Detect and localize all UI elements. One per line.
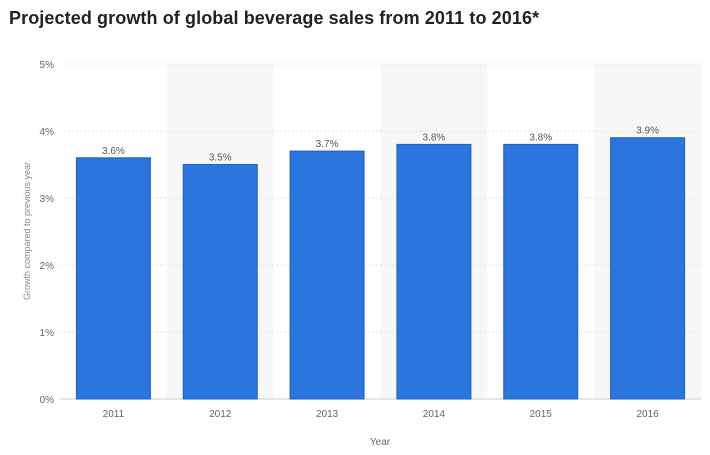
y-tick-label: 3%: [40, 194, 55, 205]
x-tick-label-2014: 2014: [423, 409, 446, 420]
bar-2012[interactable]: [182, 164, 258, 400]
bar-2016[interactable]: [610, 137, 686, 400]
value-label-2016: 3.9%: [636, 126, 659, 137]
chart-title: Projected growth of global beverage sale…: [9, 8, 540, 28]
value-label-2014: 3.8%: [423, 132, 446, 143]
value-labels: 3.6% 3.5% 3.7% 3.8% 3.8% 3.9%: [102, 126, 659, 164]
x-tick-label-2015: 2015: [530, 409, 553, 420]
bar-2015[interactable]: [503, 143, 579, 400]
bar-2011[interactable]: [75, 157, 151, 400]
x-axis-label: Year: [370, 437, 391, 448]
x-tick-label-2016: 2016: [636, 409, 659, 420]
x-tick-label-2012: 2012: [209, 409, 232, 420]
y-tick-labels: 0% 1% 2% 3% 4% 5%: [40, 60, 55, 406]
y-tick-label: 1%: [40, 328, 55, 339]
y-tick-label: 4%: [40, 127, 55, 138]
bars: [75, 137, 686, 400]
y-axis-label: Growth compared to previous year: [22, 162, 32, 300]
y-tick-label: 5%: [40, 60, 55, 71]
gridlines: [60, 63, 701, 400]
bar-2013[interactable]: [289, 150, 365, 400]
y-tick-label: 0%: [40, 395, 55, 406]
x-tick-labels: 2011 2012 2013 2014 2015 2016: [103, 409, 659, 420]
y-tick-label: 2%: [40, 261, 55, 272]
value-label-2015: 3.8%: [529, 132, 552, 143]
value-label-2012: 3.5%: [209, 153, 232, 164]
x-tick-label-2011: 2011: [103, 409, 125, 420]
x-tick-label-2013: 2013: [316, 409, 339, 420]
value-label-2011: 3.6%: [102, 146, 125, 157]
bar-2014[interactable]: [396, 143, 472, 400]
value-label-2013: 3.7%: [316, 139, 339, 150]
